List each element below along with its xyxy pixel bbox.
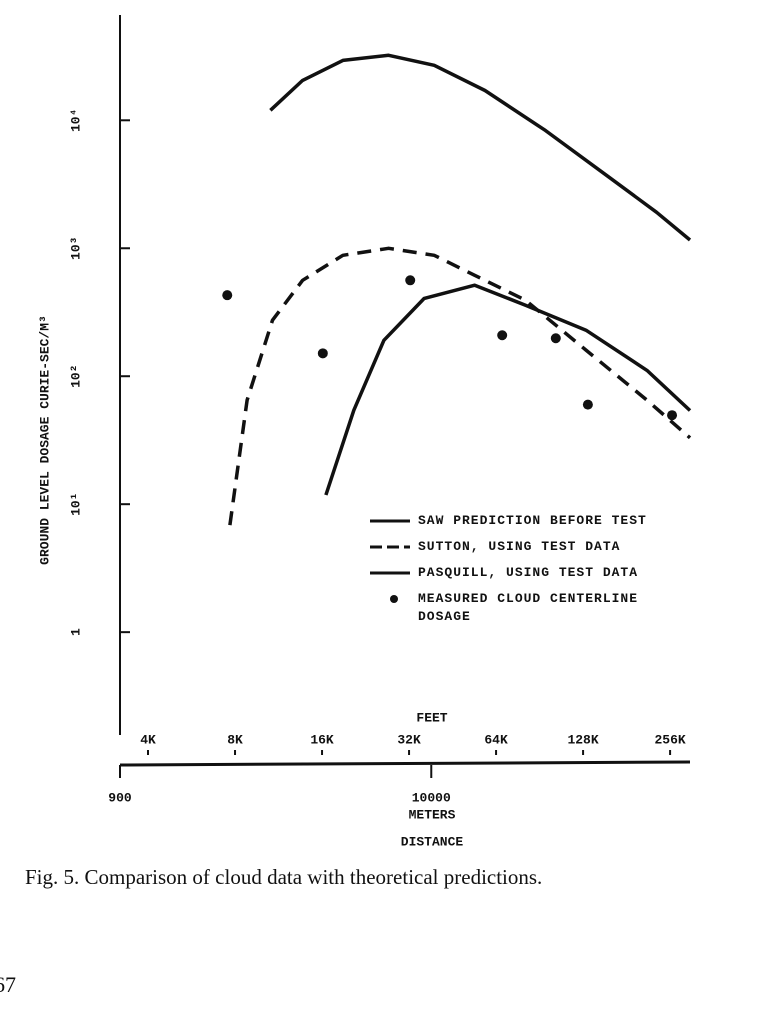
legend-label: SUTTON, USING TEST DATA xyxy=(418,539,621,554)
x-tick-label: 4K xyxy=(140,732,156,747)
legend-label: SAW PREDICTION BEFORE TEST xyxy=(418,513,647,528)
x2-unit-label: METERS xyxy=(409,807,456,822)
legend-item: SUTTON, USING TEST DATA xyxy=(368,538,688,556)
x-tick-label: 8K xyxy=(227,732,243,747)
y-tick-label: 10² xyxy=(68,365,83,388)
y-tick-label: 1 xyxy=(68,628,83,636)
legend-item: SAW PREDICTION BEFORE TEST xyxy=(368,512,688,530)
legend: SAW PREDICTION BEFORE TEST SUTTON, USING … xyxy=(368,512,688,634)
x2-tick-label: 10000 xyxy=(412,790,451,805)
x-axis-title: DISTANCE xyxy=(401,834,464,849)
series-line xyxy=(269,53,692,242)
legend-marker xyxy=(390,595,398,603)
x-tick-label: 16K xyxy=(310,732,334,747)
series-line xyxy=(228,246,692,526)
y-tick-label: 10⁴ xyxy=(68,109,83,132)
caption: Fig. 5. Comparison of cloud data with th… xyxy=(25,865,543,889)
legend-swatch xyxy=(370,545,410,549)
y-tick-label: 10³ xyxy=(68,237,83,260)
legend-item: PASQUILL, USING TEST DATA xyxy=(368,564,688,582)
data-point xyxy=(550,333,561,344)
legend-label: PASQUILL, USING TEST DATA xyxy=(418,565,639,580)
data-point xyxy=(405,275,416,286)
chart: GROUND LEVEL DOSAGE CURIE-SEC/M³ FEET ME… xyxy=(37,15,692,849)
x-tick-label: 256K xyxy=(654,732,685,747)
data-point xyxy=(667,410,678,421)
x2-tick-label: 900 xyxy=(108,790,132,805)
y-axis-title: GROUND LEVEL DOSAGE CURIE-SEC/M³ xyxy=(37,315,52,565)
x2-axis xyxy=(119,760,691,767)
series-line xyxy=(324,283,692,496)
legend-item: MEASURED CLOUD CENTERLINE DOSAGE xyxy=(368,590,688,626)
x-tick-label: 64K xyxy=(484,732,508,747)
y-tick-label: 10¹ xyxy=(68,492,83,515)
x-tick-label: 32K xyxy=(397,732,421,747)
legend-swatch xyxy=(390,595,398,603)
data-point xyxy=(317,348,328,359)
data-point xyxy=(582,399,593,410)
data-point xyxy=(222,290,233,301)
data-point xyxy=(497,330,508,341)
legend-swatch xyxy=(370,519,410,523)
x-unit-label: FEET xyxy=(416,710,447,725)
page-number: 67 xyxy=(0,972,16,997)
legend-label: MEASURED CLOUD CENTERLINE DOSAGE xyxy=(418,591,639,624)
x-tick-label: 128K xyxy=(567,732,598,747)
legend-swatch xyxy=(370,571,410,575)
